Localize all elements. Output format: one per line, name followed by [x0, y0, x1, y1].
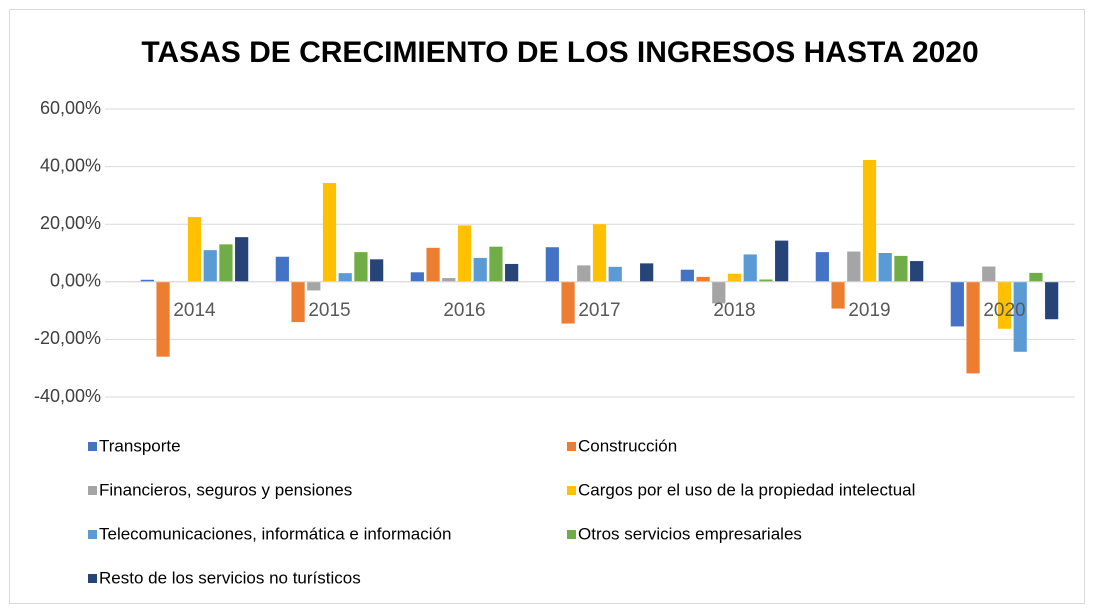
bar	[608, 266, 622, 282]
bar	[489, 246, 503, 282]
bar	[727, 273, 742, 282]
bar	[1029, 272, 1043, 282]
y-tick-label: 20,00%	[40, 213, 101, 233]
bar	[640, 263, 654, 282]
chart-border	[9, 9, 1085, 604]
bar	[1013, 281, 1027, 352]
bar	[354, 252, 368, 282]
bar	[473, 257, 487, 282]
bar	[878, 253, 892, 282]
bar	[203, 250, 217, 282]
x-tick-label: 2019	[848, 300, 890, 321]
bar	[815, 252, 829, 282]
bar	[505, 263, 519, 282]
bar	[291, 281, 305, 323]
chart-title: TASAS DE CRECIMIENTO DE LOS INGRESOS HAS…	[141, 36, 978, 69]
y-tick-label: -40,00%	[34, 386, 101, 406]
x-tick-label: 2018	[713, 300, 755, 321]
bar	[370, 259, 384, 282]
bar	[410, 272, 424, 282]
bar	[187, 217, 202, 282]
legend-swatch	[567, 530, 576, 539]
legend-label: Resto de los servicios no turísticos	[99, 568, 361, 587]
bar	[338, 273, 352, 282]
bar	[831, 281, 845, 309]
legend-swatch	[88, 530, 97, 539]
x-tick-label: 2020	[983, 300, 1025, 321]
bar	[545, 247, 559, 282]
bar	[775, 240, 789, 282]
bar	[561, 281, 575, 324]
bar	[275, 256, 289, 282]
bar	[457, 225, 472, 282]
bar	[950, 281, 964, 327]
bar	[426, 247, 440, 282]
legend-label: Telecomunicaciones, informática e inform…	[99, 524, 451, 543]
bar	[759, 279, 773, 282]
bar	[862, 159, 877, 282]
bar	[696, 276, 710, 282]
x-tick-label: 2015	[308, 300, 350, 321]
bar	[712, 281, 726, 304]
bar	[235, 237, 249, 282]
legend-swatch	[567, 486, 576, 495]
bar	[743, 254, 757, 282]
legend-label: Financieros, seguros y pensiones	[99, 480, 352, 499]
bar	[910, 261, 924, 282]
bar	[307, 281, 321, 291]
bar	[592, 224, 607, 282]
y-tick-label: 0,00%	[50, 271, 101, 291]
bar	[847, 251, 861, 282]
legend-swatch	[567, 442, 576, 451]
legend-label: Transporte	[99, 436, 181, 455]
bar	[680, 269, 694, 282]
x-tick-label: 2016	[443, 300, 485, 321]
bar	[140, 279, 154, 282]
bar	[894, 255, 908, 282]
y-tick-label: 60,00%	[40, 98, 101, 118]
bar	[442, 278, 456, 282]
bar	[966, 281, 980, 374]
bar	[219, 244, 233, 282]
legend-label: Construcción	[578, 436, 677, 455]
legend-label: Cargos por el uso de la propiedad intele…	[578, 480, 915, 499]
legend-label: Otros servicios empresariales	[578, 524, 802, 543]
bar	[156, 281, 170, 357]
bar	[982, 266, 996, 282]
x-tick-label: 2014	[173, 300, 216, 321]
legend-swatch	[88, 574, 97, 583]
y-tick-label: 40,00%	[40, 155, 101, 175]
bar	[1045, 281, 1059, 320]
bar	[997, 281, 1012, 329]
bar	[322, 183, 337, 282]
legend-swatch	[88, 442, 97, 451]
x-tick-label: 2017	[578, 300, 620, 321]
y-tick-label: -20,00%	[34, 328, 101, 348]
bar	[577, 265, 591, 282]
legend-swatch	[88, 486, 97, 495]
